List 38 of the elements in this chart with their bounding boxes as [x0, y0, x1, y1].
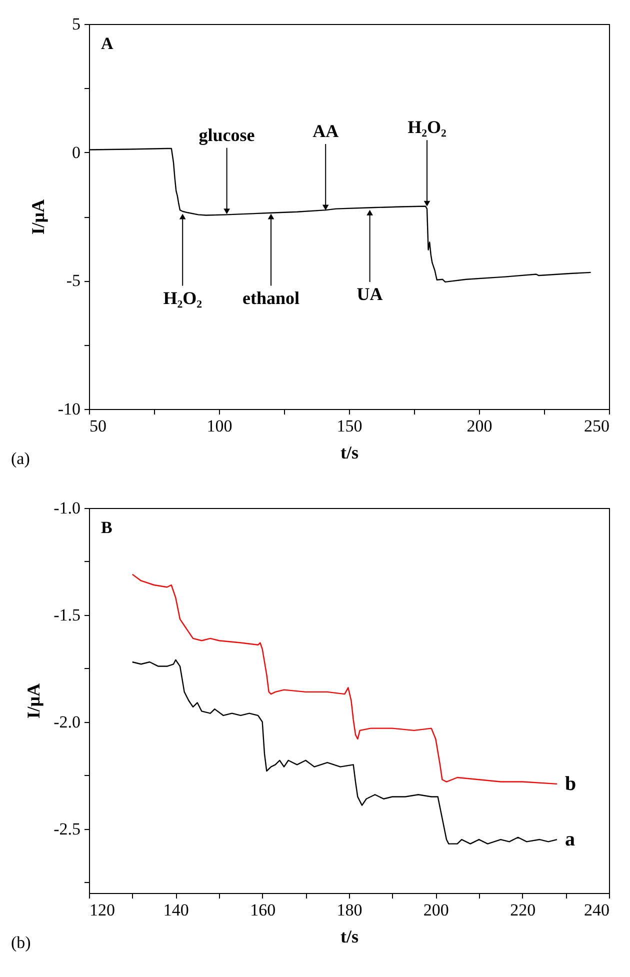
- y-tick-label: -2.0: [54, 712, 80, 732]
- text: (a): [11, 449, 30, 468]
- annotation: glucose: [198, 124, 255, 145]
- x-tick-label: 220: [510, 900, 536, 920]
- x-axis-title: t/s: [340, 442, 358, 462]
- y-tick-label: 5: [72, 14, 80, 34]
- annotation: ethanol: [242, 288, 300, 308]
- x-tick-label: 150: [336, 416, 362, 436]
- y-tick-label: -10: [58, 400, 80, 418]
- y-tick-label: -1.0: [54, 498, 80, 518]
- annotation: UA: [356, 284, 383, 304]
- line-series: [132, 574, 558, 785]
- y-tick-label: -5: [66, 271, 80, 290]
- y-axis-title: I/μA: [28, 199, 48, 235]
- x-tick-label: 140: [163, 900, 189, 920]
- x-tick-label: 160: [250, 900, 276, 920]
- y-tick-label: -1.5: [54, 605, 80, 624]
- x-tick-label: 180: [336, 900, 362, 920]
- line-series: [132, 659, 558, 844]
- annotation: AA: [312, 120, 339, 141]
- x-tick-label: 50: [90, 416, 106, 436]
- y-axis-title: I/μA: [24, 683, 44, 719]
- annotation: H₂O₂: [408, 117, 446, 138]
- text: (b): [11, 933, 31, 952]
- y-tick-label: -2.5: [54, 819, 80, 838]
- series-label: a: [565, 828, 575, 851]
- x-tick-label: 250: [584, 416, 610, 436]
- x-tick-label: 200: [423, 900, 449, 920]
- x-tick-label: 100: [206, 416, 232, 436]
- annotation: H₂O₂: [163, 288, 202, 308]
- y-tick-label: 0: [72, 142, 80, 162]
- annotation: A: [101, 34, 114, 53]
- x-tick-label: 240: [584, 900, 610, 920]
- x-axis-title: t/s: [340, 926, 358, 946]
- annotation: B: [101, 518, 112, 537]
- x-tick-label: 120: [90, 900, 115, 920]
- x-tick-label: 200: [466, 416, 492, 436]
- series-label: b: [565, 772, 576, 795]
